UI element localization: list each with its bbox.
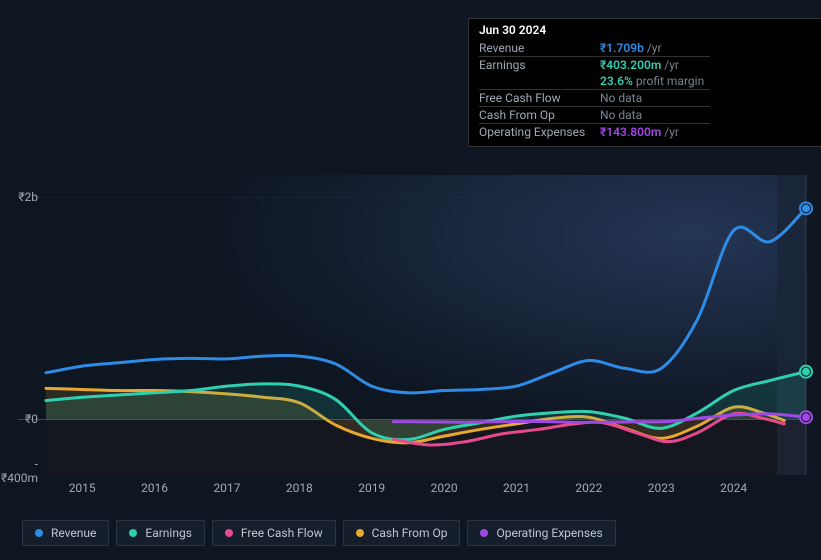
x-tick-label: 2018 — [275, 481, 323, 495]
x-tick-label: 2022 — [565, 481, 613, 495]
legend-label: Free Cash Flow — [241, 526, 323, 540]
x-tick-label: 2019 — [348, 481, 396, 495]
legend-item-operating_expenses[interactable]: Operating Expenses — [467, 520, 615, 546]
tooltip-rows: Revenue₹1.709b /yrEarnings₹403.200m /yr2… — [479, 40, 710, 140]
legend-dot — [35, 529, 43, 537]
tooltip-row-label: Operating Expenses — [479, 124, 600, 141]
x-tick-label: 2017 — [203, 481, 251, 495]
legend-label: Cash From Op — [372, 526, 448, 540]
x-tick-label: 2020 — [420, 481, 468, 495]
y-tick-label: -₹400m — [0, 457, 38, 485]
legend-item-free_cash_flow[interactable]: Free Cash Flow — [212, 520, 336, 546]
legend-item-cash_from_op[interactable]: Cash From Op — [343, 520, 461, 546]
legend-label: Operating Expenses — [496, 526, 602, 540]
legend-item-revenue[interactable]: Revenue — [22, 520, 109, 546]
tooltip-row-value: No data — [600, 107, 710, 124]
tooltip-row-value: ₹143.800m /yr — [600, 124, 710, 141]
tooltip-row-value: ₹403.200m /yr — [600, 57, 710, 74]
legend-item-earnings[interactable]: Earnings — [116, 520, 205, 546]
x-tick-label: 2024 — [710, 481, 758, 495]
tooltip-row-extra: 23.6% profit margin — [600, 73, 710, 90]
x-tick-label: 2015 — [58, 481, 106, 495]
y-tick-label: ₹2b — [0, 190, 38, 204]
tooltip-row: Operating Expenses₹143.800m /yr — [479, 124, 710, 141]
tooltip-row-label: Revenue — [479, 40, 600, 57]
tooltip-row: 23.6% profit margin — [479, 73, 710, 90]
x-tick-label: 2016 — [131, 481, 179, 495]
x-tick-label: 2021 — [492, 481, 540, 495]
chart-container: ₹2b ₹0 -₹400m 2015 2016 2017 2018 2019 2020 2021… — [0, 0, 821, 560]
legend-label: Revenue — [51, 526, 96, 540]
chart-legend: Revenue Earnings Free Cash Flow Cash From O… — [22, 520, 616, 546]
legend-dot — [480, 529, 488, 537]
legend-dot — [129, 529, 137, 537]
tooltip-row-value: ₹1.709b /yr — [600, 40, 710, 57]
tooltip-row: Cash From OpNo data — [479, 107, 710, 124]
x-tick-label: 2023 — [637, 481, 685, 495]
tooltip-row-label: Earnings — [479, 57, 600, 74]
tooltip-date: Jun 30 2024 — [479, 23, 814, 40]
legend-dot — [356, 529, 364, 537]
tooltip-row-value: No data — [600, 90, 710, 107]
legend-dot — [225, 529, 233, 537]
tooltip-row-label: Cash From Op — [479, 107, 600, 124]
tooltip-row: Free Cash FlowNo data — [479, 90, 710, 107]
tooltip-row: Earnings₹403.200m /yr — [479, 57, 710, 74]
chart-tooltip: Jun 30 2024 Revenue₹1.709b /yrEarnings₹4… — [468, 18, 821, 147]
legend-label: Earnings — [145, 526, 192, 540]
tooltip-row: Revenue₹1.709b /yr — [479, 40, 710, 57]
tooltip-row-label: Free Cash Flow — [479, 90, 600, 107]
y-tick-label: ₹0 — [0, 412, 38, 426]
